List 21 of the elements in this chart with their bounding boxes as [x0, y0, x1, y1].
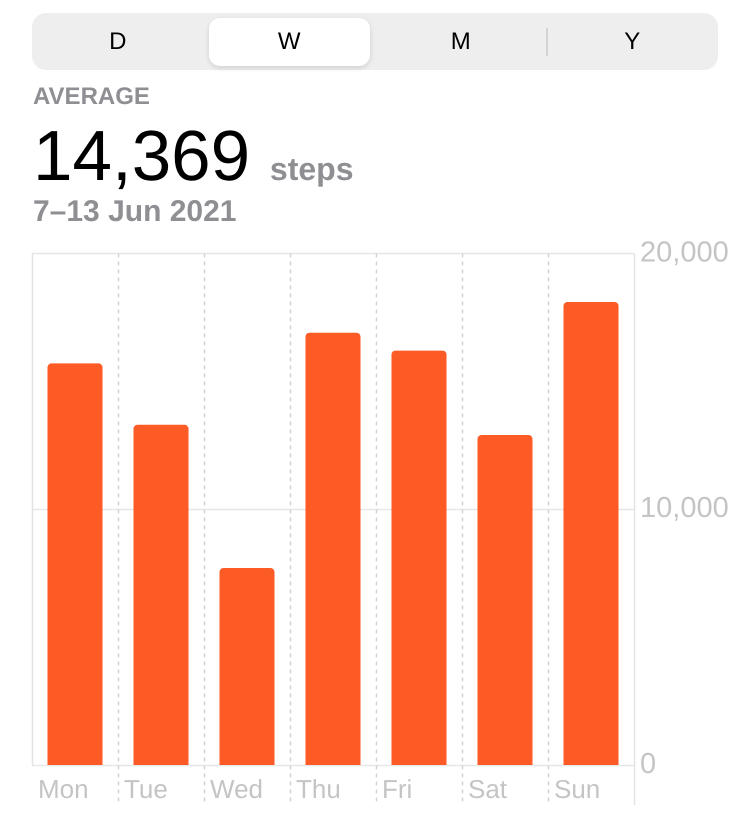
- y-tick-label: 0: [640, 748, 656, 780]
- bar: [47, 363, 103, 765]
- bar: [477, 435, 533, 765]
- x-tick-label: Tue: [124, 774, 168, 804]
- bar: [391, 350, 447, 765]
- bar: [305, 332, 361, 765]
- x-tick-label: Wed: [210, 774, 263, 804]
- chart-subtitle: 7–13 Jun 2021: [33, 195, 236, 228]
- x-tick-label: Sat: [468, 774, 508, 804]
- x-tick-label: Mon: [38, 774, 89, 804]
- y-tick-label: 10,000: [640, 492, 729, 524]
- y-tick-label: 20,000: [640, 236, 729, 268]
- x-tick-label: Sun: [554, 774, 600, 804]
- chart-title: 14,369 steps: [33, 117, 354, 196]
- text: AVERAGE: [33, 83, 150, 110]
- bar: [219, 568, 275, 765]
- x-tick-label: Thu: [296, 774, 341, 804]
- bar: [563, 302, 619, 765]
- segmented-control: D W M Y: [32, 13, 718, 70]
- bar: [133, 424, 189, 765]
- x-tick-label: Fri: [382, 774, 412, 804]
